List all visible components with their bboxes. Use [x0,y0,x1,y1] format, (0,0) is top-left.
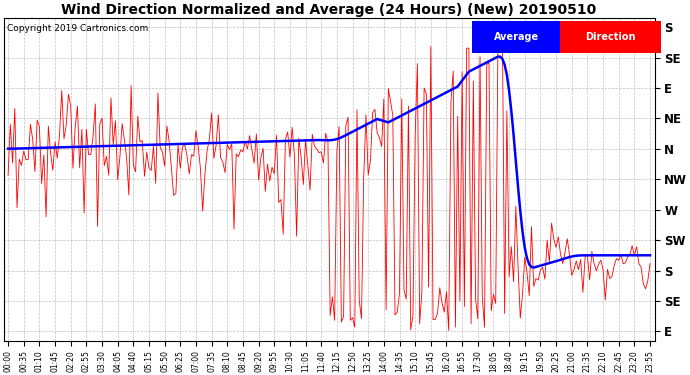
FancyBboxPatch shape [472,21,560,53]
Text: Direction: Direction [585,32,635,42]
FancyBboxPatch shape [560,21,661,53]
Text: Copyright 2019 Cartronics.com: Copyright 2019 Cartronics.com [7,24,148,33]
Title: Wind Direction Normalized and Average (24 Hours) (New) 20190510: Wind Direction Normalized and Average (2… [61,3,597,17]
Text: Average: Average [493,32,539,42]
